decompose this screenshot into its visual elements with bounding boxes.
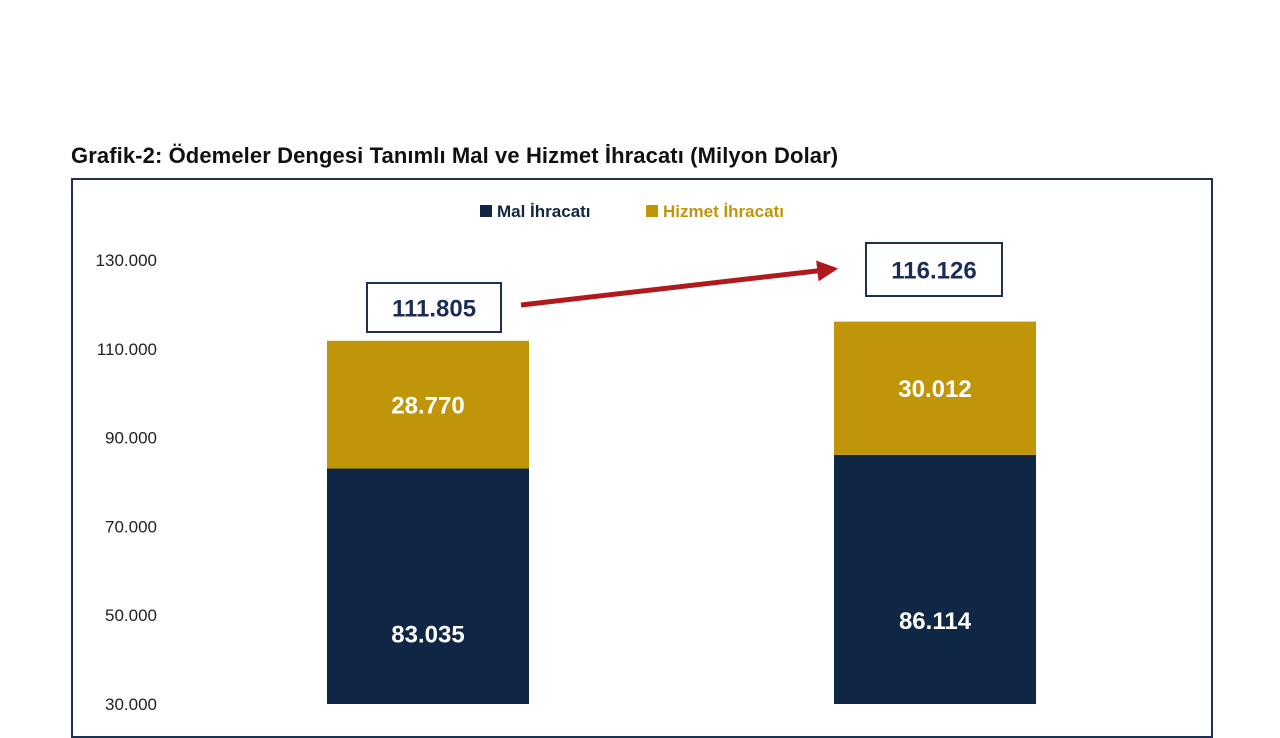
- bars: 83.035 28.770 86.114 30.012: [327, 321, 1036, 704]
- y-tick-label: 110.000: [97, 340, 157, 359]
- chart-title: Grafik-2: Ödemeler Dengesi Tanımlı Mal v…: [71, 143, 839, 168]
- bar-segment: [327, 468, 529, 704]
- page: Grafik-2: Ödemeler Dengesi Tanımlı Mal v…: [71, 143, 1213, 738]
- y-tick-label: 130.000: [96, 251, 157, 270]
- total-label: 116.126: [891, 258, 976, 285]
- increase-arrow: [520, 260, 839, 308]
- total-box: [865, 242, 1003, 297]
- y-tick-label: 90.000: [105, 429, 157, 448]
- data-label: 30.012: [898, 376, 971, 403]
- y-tick-label: 70.000: [105, 517, 157, 536]
- y-axis: 30.000 50.000 70.000 90.000 110.000 130.000: [96, 251, 157, 714]
- legend-label: Hizmet İhracatı: [663, 202, 784, 221]
- legend-swatch: [646, 205, 658, 217]
- legend: Mal İhracatı Hizmet İhracatı: [480, 202, 784, 221]
- total-label: 111.805: [392, 296, 476, 323]
- data-label: 86.114: [899, 608, 972, 635]
- stacked-bar-chart: 30.000 50.000 70.000 90.000 110.000 130.000 8…: [96, 202, 1036, 714]
- y-tick-label: 30.000: [105, 695, 157, 714]
- bar-segment: [327, 340, 529, 469]
- data-label: 28.770: [391, 393, 464, 420]
- bar-segment: [834, 321, 1036, 455]
- bar-segment: [834, 454, 1036, 704]
- legend-label: Mal İhracatı: [497, 202, 591, 221]
- data-label: 83.035: [391, 622, 464, 649]
- total-box: [366, 282, 502, 333]
- y-tick-label: 50.000: [105, 606, 157, 625]
- legend-swatch: [480, 205, 492, 217]
- annotations: 111.805 116.126: [366, 242, 1003, 333]
